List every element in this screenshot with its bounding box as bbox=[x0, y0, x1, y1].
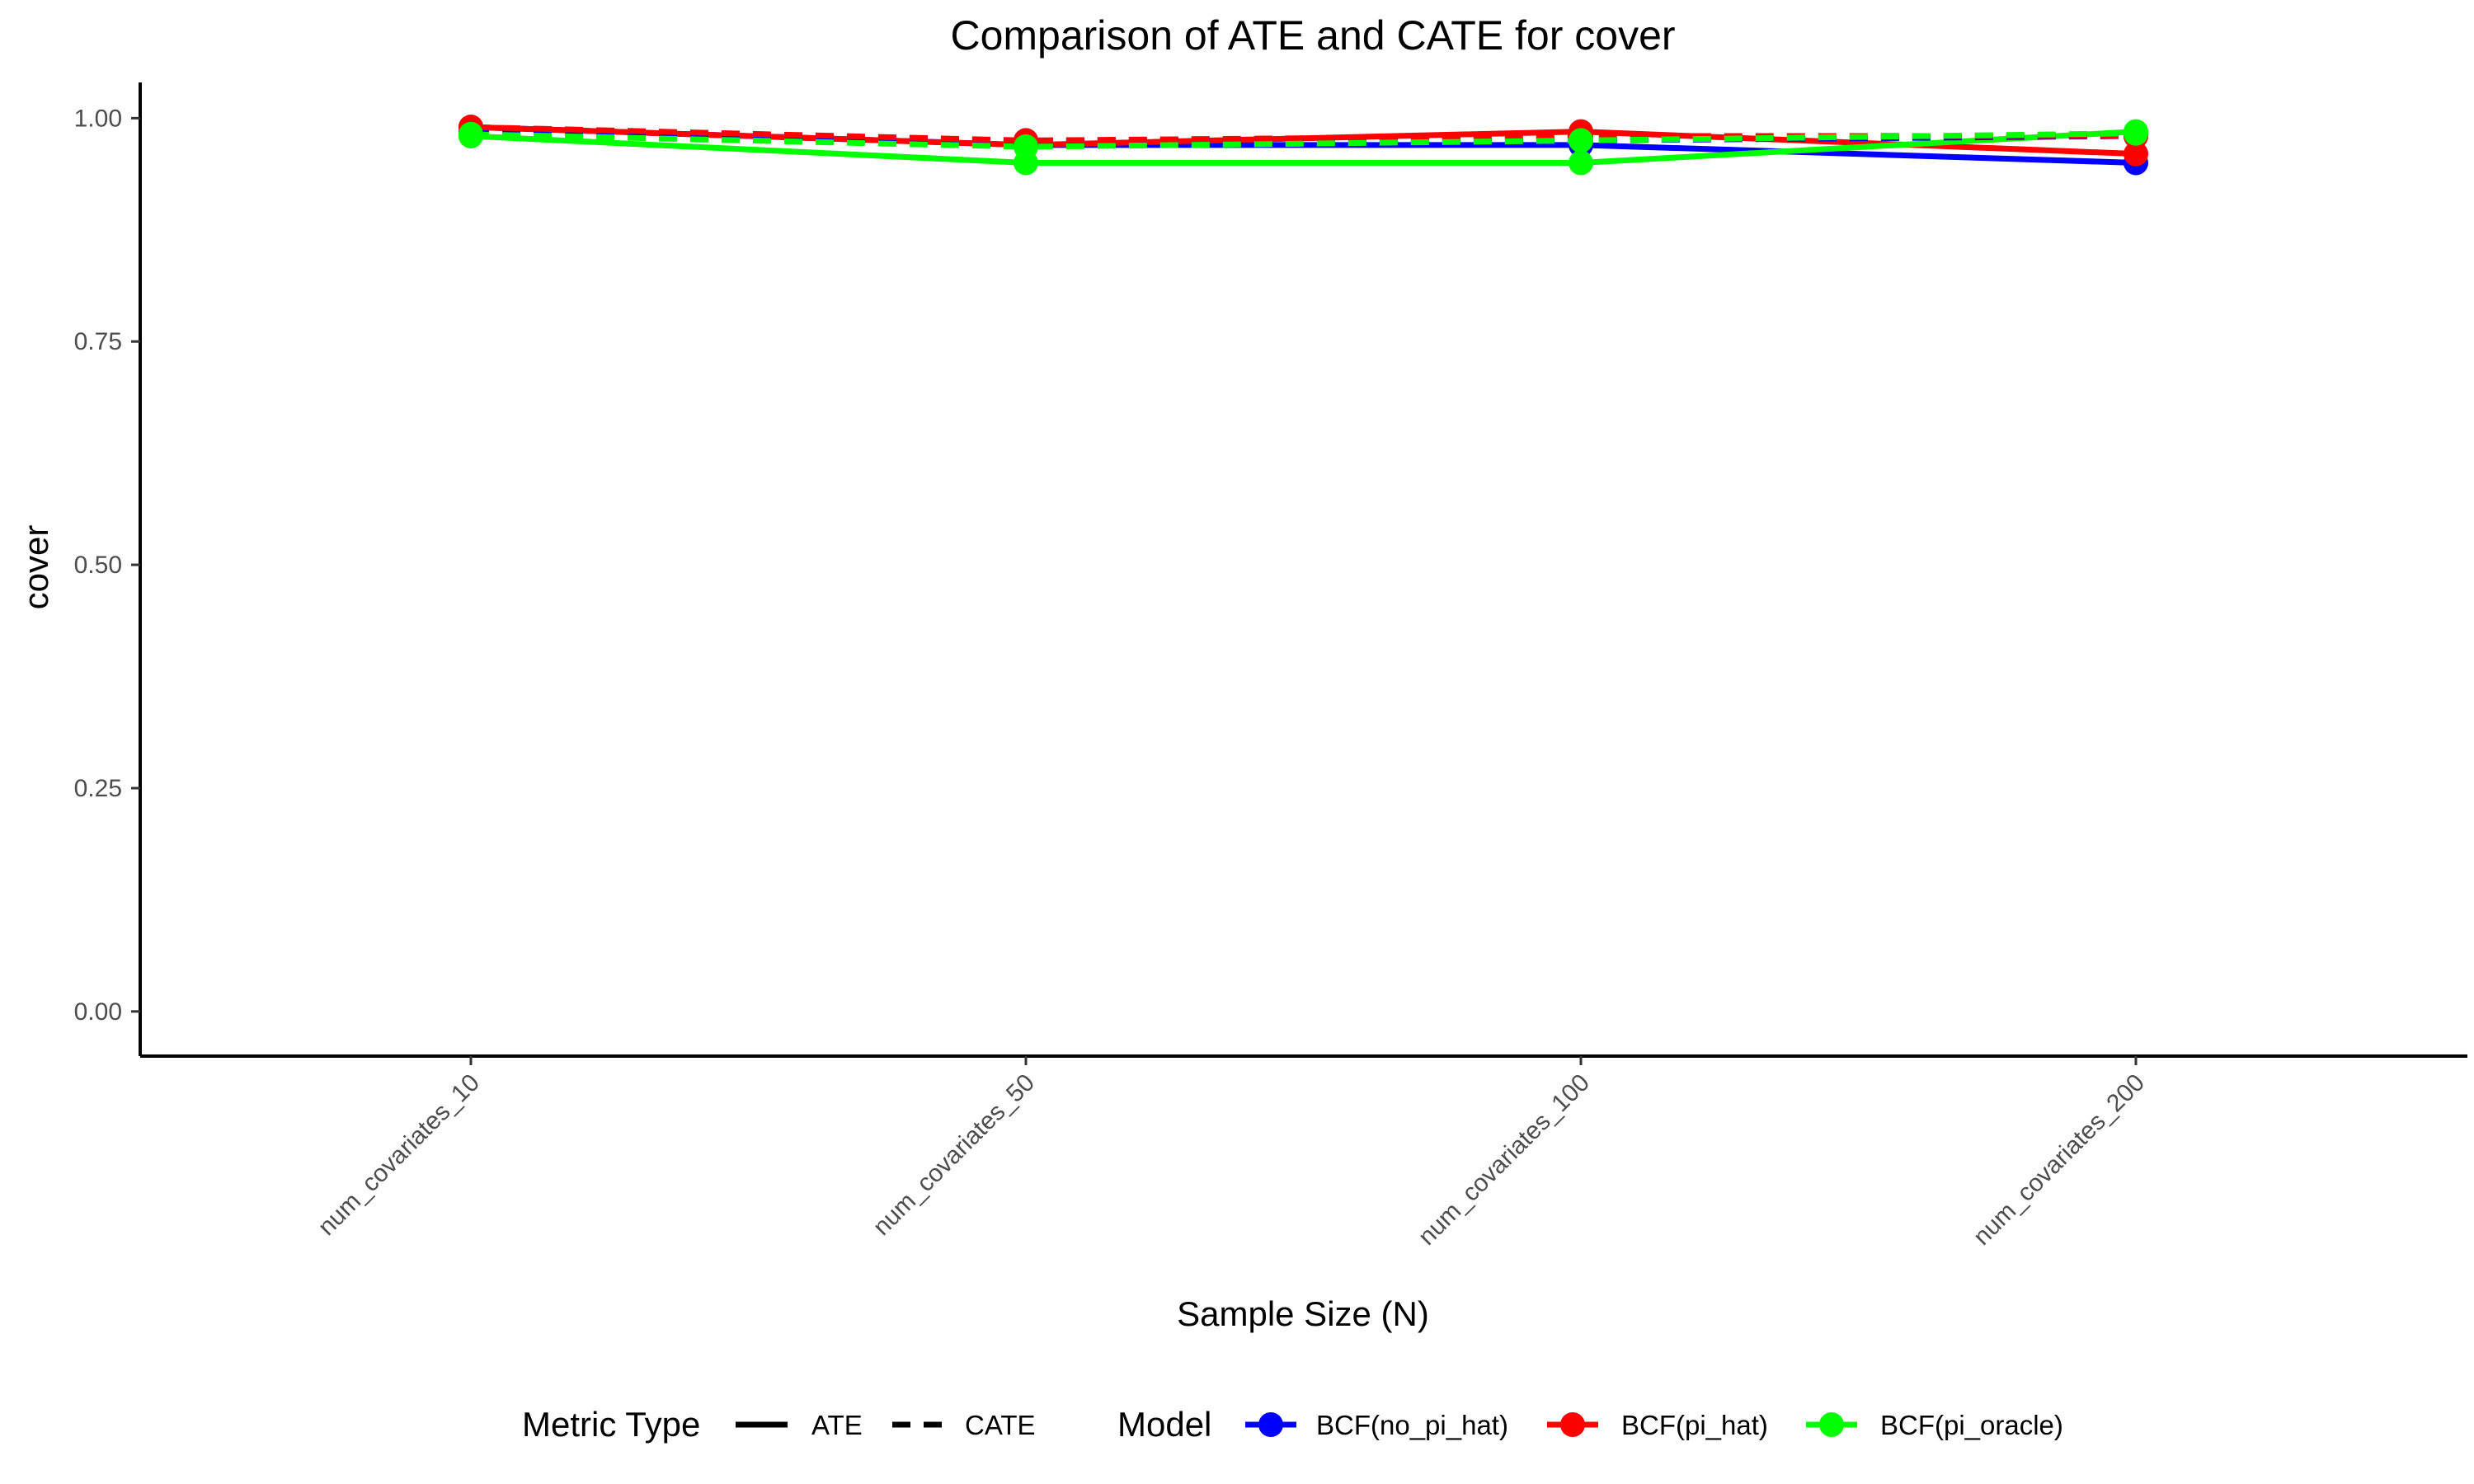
legend-key-pi-oracle bbox=[1806, 1412, 1857, 1437]
x-tick-label: num_covariates_10 bbox=[313, 1069, 484, 1241]
data-point bbox=[2124, 120, 2148, 146]
legend-label-no-pi-hat: BCF(no_pi_hat) bbox=[1316, 1410, 1508, 1440]
data-point bbox=[1014, 134, 1038, 160]
legend-model-title: Model bbox=[1117, 1405, 1211, 1444]
x-tick-label: num_covariates_100 bbox=[1413, 1069, 1595, 1251]
y-tick-label: 0.75 bbox=[74, 328, 122, 355]
legend-key-no-pi-hat bbox=[1245, 1412, 1296, 1437]
chart-title: Comparison of ATE and CATE for cover bbox=[950, 12, 1675, 59]
y-axis-title: cover bbox=[16, 525, 55, 610]
data-point bbox=[1569, 128, 1593, 153]
series-line bbox=[470, 129, 2137, 167]
x-tick-label: num_covariates_200 bbox=[1968, 1069, 2150, 1251]
legend-label-pi-oracle: BCF(pi_oracle) bbox=[1880, 1410, 2063, 1440]
data-point bbox=[2124, 141, 2148, 167]
y-tick-label: 0.50 bbox=[74, 552, 122, 579]
y-tick-label: 0.25 bbox=[74, 775, 122, 802]
legend: Metric Type ATE CATE Model BCF(no_pi_hat… bbox=[522, 1405, 2063, 1444]
legend-key-pi-hat bbox=[1547, 1412, 1598, 1437]
x-axis-title: Sample Size (N) bbox=[1177, 1294, 1429, 1333]
series-line bbox=[470, 130, 2137, 150]
data-point bbox=[1569, 150, 1593, 176]
y-tick-label: 0.00 bbox=[74, 998, 122, 1026]
data-point bbox=[459, 121, 483, 147]
legend-label-pi-hat: BCF(pi_hat) bbox=[1621, 1410, 1768, 1440]
plot-area: 0.00 0.25 0.50 0.75 1.00 num_covariates_10 num… bbox=[74, 82, 2467, 1251]
legend-metric-title: Metric Type bbox=[522, 1405, 700, 1444]
legend-label-ate: ATE bbox=[811, 1410, 863, 1440]
legend-label-cate: CATE bbox=[965, 1410, 1036, 1440]
x-tick-label: num_covariates_50 bbox=[868, 1069, 1039, 1241]
y-tick-label: 1.00 bbox=[74, 105, 122, 132]
